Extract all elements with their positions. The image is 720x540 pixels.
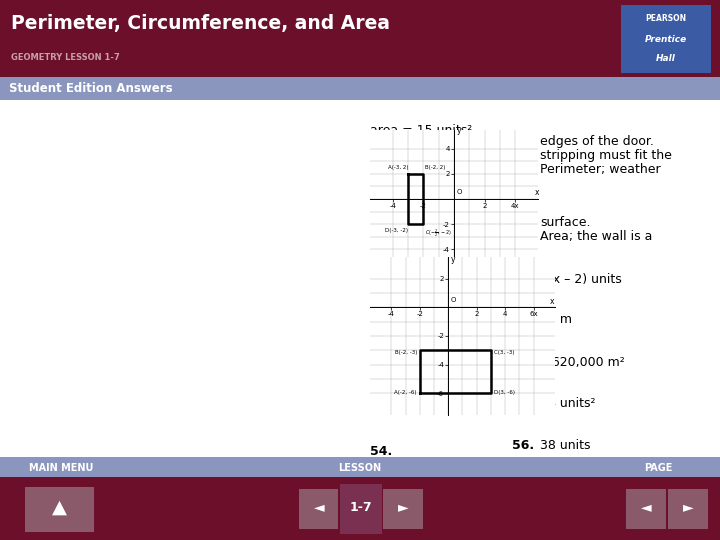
Text: edges of the door.: edges of the door. xyxy=(540,135,654,148)
Text: $C(-\frac{2}{2}, -2)$: $C(-\frac{2}{2}, -2)$ xyxy=(425,228,452,239)
Text: B(-2, -3): B(-2, -3) xyxy=(395,350,417,355)
Text: C(3, -3): C(3, -3) xyxy=(494,350,514,355)
Text: 62.: 62. xyxy=(512,163,534,176)
Text: 54.: 54. xyxy=(370,446,392,458)
Text: Perimeter, Circumference, and Area: Perimeter, Circumference, and Area xyxy=(11,14,390,33)
Text: A(-3, 2): A(-3, 2) xyxy=(387,165,408,170)
Text: 1,620,000 m²: 1,620,000 m² xyxy=(540,355,625,368)
Text: x: x xyxy=(549,297,554,306)
Text: y: y xyxy=(451,255,455,264)
Text: Area; the wall is a: Area; the wall is a xyxy=(540,230,652,242)
Text: perimeter = 10 units: perimeter = 10 units xyxy=(370,310,501,323)
Bar xyxy=(668,489,708,529)
Text: 60.: 60. xyxy=(512,273,534,286)
Text: MAIN MENU: MAIN MENU xyxy=(29,463,94,472)
Text: ◄: ◄ xyxy=(314,500,324,514)
Text: Prentice: Prentice xyxy=(644,35,687,44)
Bar xyxy=(626,489,666,529)
Text: ►: ► xyxy=(683,500,693,514)
Text: 1-7: 1-7 xyxy=(349,501,372,514)
Bar xyxy=(340,484,382,534)
Text: 55.: 55. xyxy=(370,262,392,275)
Text: ◄: ◄ xyxy=(642,500,652,514)
Text: PAGE: PAGE xyxy=(644,463,673,472)
Text: ►: ► xyxy=(398,500,408,514)
Text: y: y xyxy=(456,126,461,135)
Text: 30 m: 30 m xyxy=(540,313,572,326)
Text: 59.: 59. xyxy=(512,313,534,326)
Text: O: O xyxy=(456,189,462,195)
Text: x: x xyxy=(535,188,539,197)
Text: (4x – 2) units: (4x – 2) units xyxy=(540,273,622,286)
Text: perimeter = 16 units: perimeter = 16 units xyxy=(370,138,501,151)
Text: B(-2, 2): B(-2, 2) xyxy=(425,165,446,170)
Bar xyxy=(383,489,423,529)
Text: D(-3, -2): D(-3, -2) xyxy=(385,228,408,233)
Text: 38 units: 38 units xyxy=(540,440,590,453)
Text: area = 4 units²: area = 4 units² xyxy=(370,296,464,309)
Text: ▲: ▲ xyxy=(52,498,66,517)
Text: D(3, -6): D(3, -6) xyxy=(494,390,515,395)
Text: 57.: 57. xyxy=(512,397,534,410)
Text: 54 units²: 54 units² xyxy=(540,397,595,410)
Bar xyxy=(25,487,94,532)
Text: surface.: surface. xyxy=(540,216,590,229)
Text: Perimeter; weather: Perimeter; weather xyxy=(540,163,661,176)
Text: 56.: 56. xyxy=(512,440,534,453)
Text: O: O xyxy=(451,297,456,303)
Text: 58.: 58. xyxy=(512,355,534,368)
Bar xyxy=(299,489,338,529)
Text: Student Edition Answers: Student Edition Answers xyxy=(9,82,172,95)
Text: Hall: Hall xyxy=(656,53,675,63)
Text: A(-2, -6): A(-2, -6) xyxy=(395,390,417,395)
Text: 61.: 61. xyxy=(512,230,534,242)
Text: PEARSON: PEARSON xyxy=(645,15,686,23)
Text: area = 15 units²: area = 15 units² xyxy=(370,124,472,137)
Text: GEOMETRY LESSON 1-7: GEOMETRY LESSON 1-7 xyxy=(11,53,120,62)
Text: LESSON: LESSON xyxy=(338,463,382,472)
Text: stripping must fit the: stripping must fit the xyxy=(540,149,672,162)
